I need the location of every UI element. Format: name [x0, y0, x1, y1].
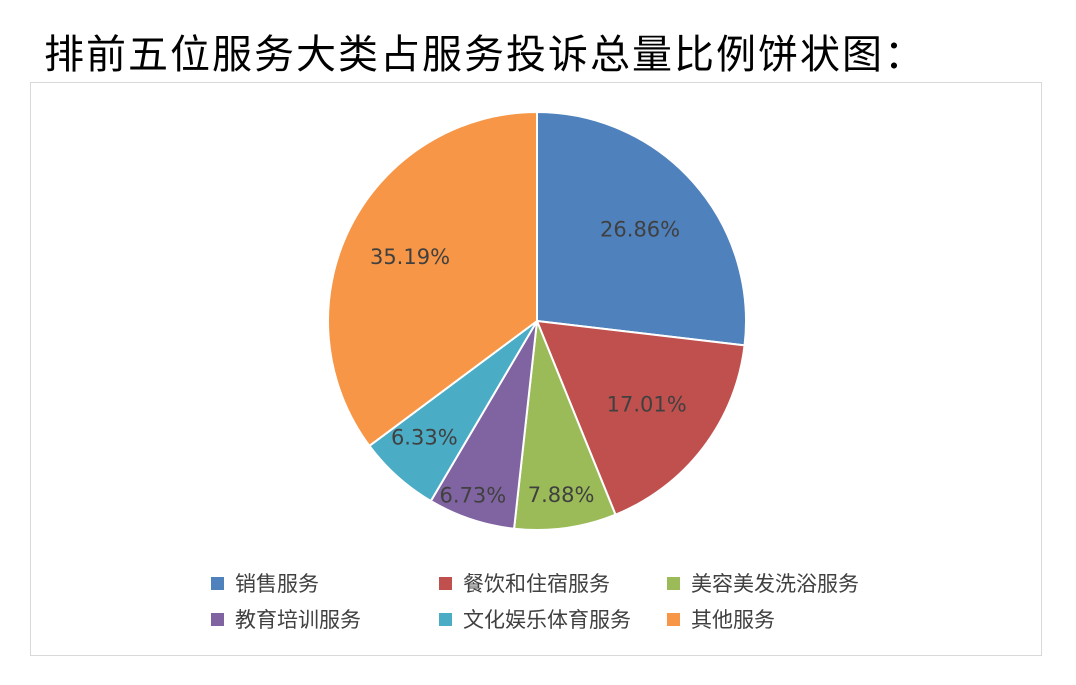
pie-data-labels: 26.86% 17.01% 7.88% 6.73% 6.33% 35.19% [370, 217, 687, 507]
legend-label-culture: 文化娱乐体育服务 [463, 608, 631, 632]
legend-item-catering: 餐饮和住宿服务 [439, 568, 667, 598]
data-label-other: 35.19% [370, 245, 450, 269]
data-label-culture: 6.33% [391, 426, 458, 450]
legend-item-beauty: 美容美发洗浴服务 [667, 568, 897, 598]
legend-item-sales: 销售服务 [211, 568, 439, 598]
legend-row: 教育培训服务 文化娱乐体育服务 其他服务 [211, 601, 911, 637]
legend-label-catering: 餐饮和住宿服务 [463, 572, 610, 596]
page-title: 排前五位服务大类占服务投诉总量比例饼状图： [44, 32, 926, 78]
legend-label-beauty: 美容美发洗浴服务 [691, 572, 859, 596]
data-label-catering: 17.01% [607, 393, 687, 417]
pie-chart: 26.86% 17.01% 7.88% 6.73% 6.33% 35.19% [327, 110, 747, 532]
pie-slice-other [327, 110, 538, 448]
legend-label-education: 教育培训服务 [235, 608, 361, 632]
legend-row: 销售服务 餐饮和住宿服务 美容美发洗浴服务 [211, 565, 911, 601]
data-label-education: 6.73% [440, 484, 507, 508]
legend-item-education: 教育培训服务 [211, 604, 439, 634]
legend-item-other: 其他服务 [667, 604, 897, 634]
legend-swatch-other [667, 612, 680, 626]
chart-area: 26.86% 17.01% 7.88% 6.73% 6.33% 35.19% 销售服务 餐… [30, 82, 1042, 656]
legend-label-sales: 销售服务 [235, 572, 319, 596]
legend-swatch-sales [211, 576, 224, 590]
pie-slice-beauty [512, 320, 617, 532]
data-label-sales: 26.86% [600, 217, 680, 241]
legend-swatch-education [211, 612, 224, 626]
legend-label-other: 其他服务 [691, 608, 775, 632]
legend-swatch-beauty [667, 576, 680, 590]
legend-item-culture: 文化娱乐体育服务 [439, 604, 667, 634]
legend-swatch-catering [439, 576, 452, 590]
legend-swatch-culture [439, 612, 452, 626]
pie-slice-sales [536, 110, 747, 347]
pie-slices [327, 110, 747, 532]
data-label-beauty: 7.88% [528, 483, 595, 507]
pie-slice-catering [535, 319, 746, 516]
chart-legend: 销售服务 餐饮和住宿服务 美容美发洗浴服务 教育培训服务 文化娱乐体育服务 [211, 565, 911, 637]
